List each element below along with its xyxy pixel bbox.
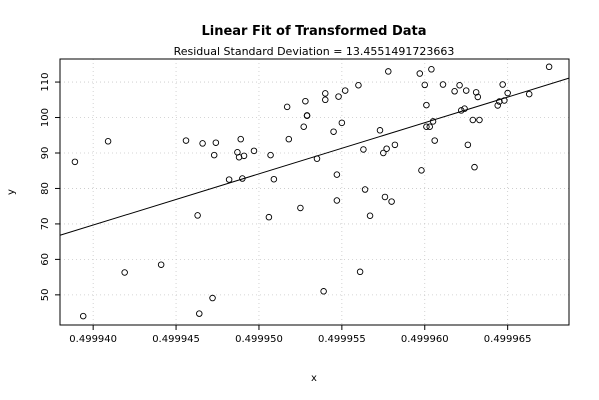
- data-point: [330, 128, 337, 135]
- data-point: [391, 141, 399, 149]
- x-tick-label: 0.499955: [318, 334, 366, 345]
- data-point: [361, 186, 369, 193]
- data-point: [333, 171, 341, 178]
- data-point: [426, 123, 433, 130]
- data-point: [494, 102, 501, 109]
- y-axis-label: y: [6, 189, 17, 195]
- x-tick-label: 0.499950: [235, 334, 283, 345]
- data-point: [462, 87, 470, 94]
- data-point: [300, 123, 307, 130]
- data-point: [499, 81, 506, 88]
- data-point: [496, 98, 503, 105]
- y-tick-label: 100: [40, 108, 51, 127]
- data-point: [525, 90, 533, 98]
- data-point: [439, 81, 447, 88]
- y-tick-label: 110: [40, 73, 51, 92]
- data-point: [210, 151, 218, 159]
- data-point: [501, 97, 508, 104]
- data-point: [225, 176, 233, 183]
- x-axis-label: x: [311, 373, 317, 384]
- data-point: [416, 70, 424, 77]
- data-point: [267, 151, 274, 159]
- data-point: [199, 140, 206, 147]
- data-point: [456, 81, 463, 89]
- data-point: [471, 163, 478, 171]
- data-point: [212, 139, 220, 146]
- x-tick-label: 0.499965: [484, 334, 532, 345]
- data-point: [457, 107, 465, 114]
- data-point: [121, 269, 128, 276]
- grid-lines: [60, 59, 569, 325]
- x-tick-label: 0.499960: [401, 334, 449, 345]
- data-point: [431, 137, 438, 144]
- data-point: [429, 118, 437, 125]
- plot-frame: [59, 58, 570, 326]
- y-tick-label: 60: [40, 253, 51, 266]
- data-point: [418, 167, 425, 174]
- data-point: [285, 135, 293, 143]
- data-point: [356, 268, 364, 276]
- data-point: [320, 288, 327, 295]
- data-point: [461, 105, 468, 112]
- data-point: [474, 93, 482, 101]
- y-tick-label: 80: [40, 182, 51, 195]
- y-tick-label: 90: [40, 147, 51, 160]
- data-point: [104, 138, 112, 145]
- data-point: [338, 119, 346, 127]
- data-point: [423, 123, 430, 130]
- data-point: [313, 155, 321, 162]
- data-point: [381, 193, 389, 201]
- chart-subtitle: Residual Standard Deviation = 13.4551491…: [174, 45, 455, 58]
- data-point: [341, 87, 349, 94]
- data-point: [270, 175, 278, 183]
- data-point: [451, 88, 458, 95]
- data-point: [472, 89, 480, 96]
- chart-title: Linear Fit of Transformed Data: [201, 24, 426, 39]
- data-point: [469, 116, 477, 124]
- data-point: [239, 175, 246, 182]
- data-point: [237, 135, 244, 143]
- data-point: [464, 141, 472, 149]
- x-axis: 0.499940 0.499945 0.499950 0.499955 0.499960…: [69, 325, 532, 345]
- data-point: [385, 68, 392, 75]
- data-point: [504, 89, 511, 97]
- data-point: [383, 145, 390, 152]
- data-point: [333, 197, 341, 204]
- data-point: [71, 158, 79, 166]
- y-tick-label: 70: [40, 218, 51, 231]
- data-point: [240, 152, 248, 160]
- data-point: [376, 127, 384, 134]
- data-point: [355, 81, 362, 89]
- data-point: [265, 213, 273, 221]
- data-point: [194, 212, 201, 219]
- data-point: [303, 112, 311, 119]
- y-tick-label: 50: [40, 288, 51, 301]
- data-point: [366, 212, 374, 220]
- data-point: [428, 66, 435, 73]
- x-tick-label: 0.499940: [69, 334, 117, 345]
- data-point: [380, 149, 387, 157]
- data-point: [423, 101, 430, 109]
- x-tick-label: 0.499945: [152, 334, 200, 345]
- data-point: [476, 116, 483, 124]
- data-point: [250, 147, 258, 155]
- data-point: [157, 261, 165, 268]
- data-point: [283, 103, 291, 111]
- data-point: [545, 63, 553, 71]
- data-points: [71, 63, 553, 320]
- data-point: [196, 310, 203, 317]
- y-axis: 50 60 70 80 90 100 110: [40, 73, 60, 301]
- data-point: [302, 97, 309, 105]
- data-point: [297, 204, 304, 212]
- data-point: [79, 312, 87, 320]
- data-point: [388, 198, 395, 205]
- data-point: [360, 146, 367, 153]
- data-point: [322, 90, 329, 97]
- data-point: [182, 137, 190, 144]
- data-point: [335, 93, 342, 100]
- data-point: [322, 96, 329, 104]
- data-point: [421, 81, 429, 89]
- data-point: [209, 294, 216, 302]
